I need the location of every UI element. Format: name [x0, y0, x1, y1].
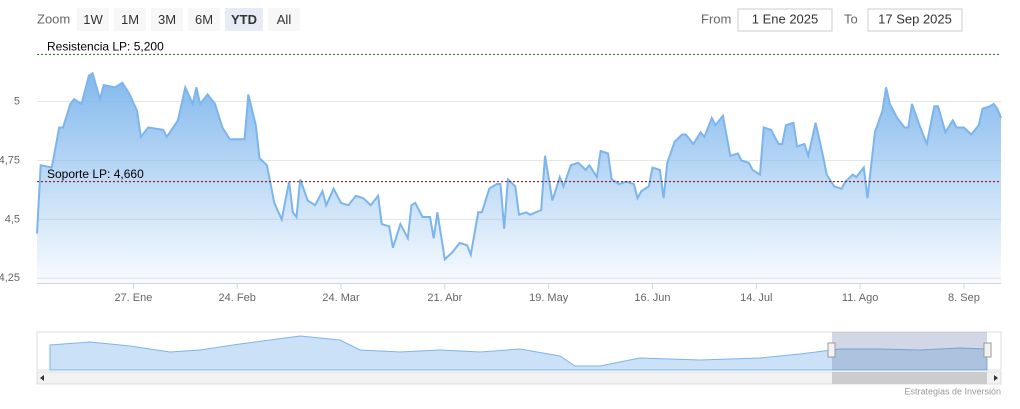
y-tick-label: 5	[14, 95, 20, 107]
zoom-button[interactable]: 6M	[188, 8, 220, 31]
navigator-handle[interactable]	[983, 342, 992, 358]
x-tick-label: 24. Mar	[322, 292, 360, 304]
navigator-mask[interactable]	[832, 332, 987, 370]
to-label: To	[844, 11, 858, 26]
line	[36, 71, 1002, 262]
x-tick-label: 24. Feb	[219, 292, 256, 304]
zoom-button[interactable]: All	[268, 8, 300, 31]
from-value[interactable]: 1 Ene 2025	[752, 11, 819, 26]
to-value[interactable]: 17 Sep 2025	[878, 11, 952, 26]
zoom-button[interactable]: 1M	[114, 8, 146, 31]
y-tick-label: 4,25	[0, 272, 20, 284]
from-input[interactable]	[737, 8, 833, 32]
from-label: From	[701, 11, 731, 26]
navigator	[36, 331, 1002, 385]
credits: Estrategias de Inversión	[904, 386, 1001, 396]
x-tick-label: 16. Jun	[634, 292, 670, 304]
to-input[interactable]	[867, 8, 963, 32]
scrollbar[interactable]	[36, 371, 1002, 385]
scrollbar-thumb[interactable]	[832, 372, 987, 384]
zoom-button[interactable]: YTD	[225, 8, 263, 31]
x-tick-label: 8. Sep	[948, 292, 980, 304]
y-tick-label: 4,5	[5, 213, 20, 225]
zoom-buttons: 1W 1M 3M 6M YTD All	[77, 8, 300, 31]
plot-line-label: Resistencia LP: 5,200	[47, 40, 164, 54]
x-tick-label: 21. Abr	[427, 292, 462, 304]
y-tick-label: 4,75	[0, 154, 20, 166]
zoom-button[interactable]: 3M	[151, 8, 183, 31]
plot-line-label: Soporte LP: 4,660	[47, 167, 144, 181]
x-tick-label: 27. Ene	[114, 292, 152, 304]
area	[37, 73, 1001, 283]
navigator-handle[interactable]	[827, 342, 836, 358]
x-tick-label: 11. Ago	[842, 292, 879, 304]
x-tick-label: 19. May	[529, 292, 569, 304]
zoom-button[interactable]: 1W	[77, 8, 109, 31]
x-tick-label: 14. Jul	[740, 292, 772, 304]
zoom-label: Zoom	[37, 11, 70, 26]
navigator-series	[49, 335, 988, 371]
